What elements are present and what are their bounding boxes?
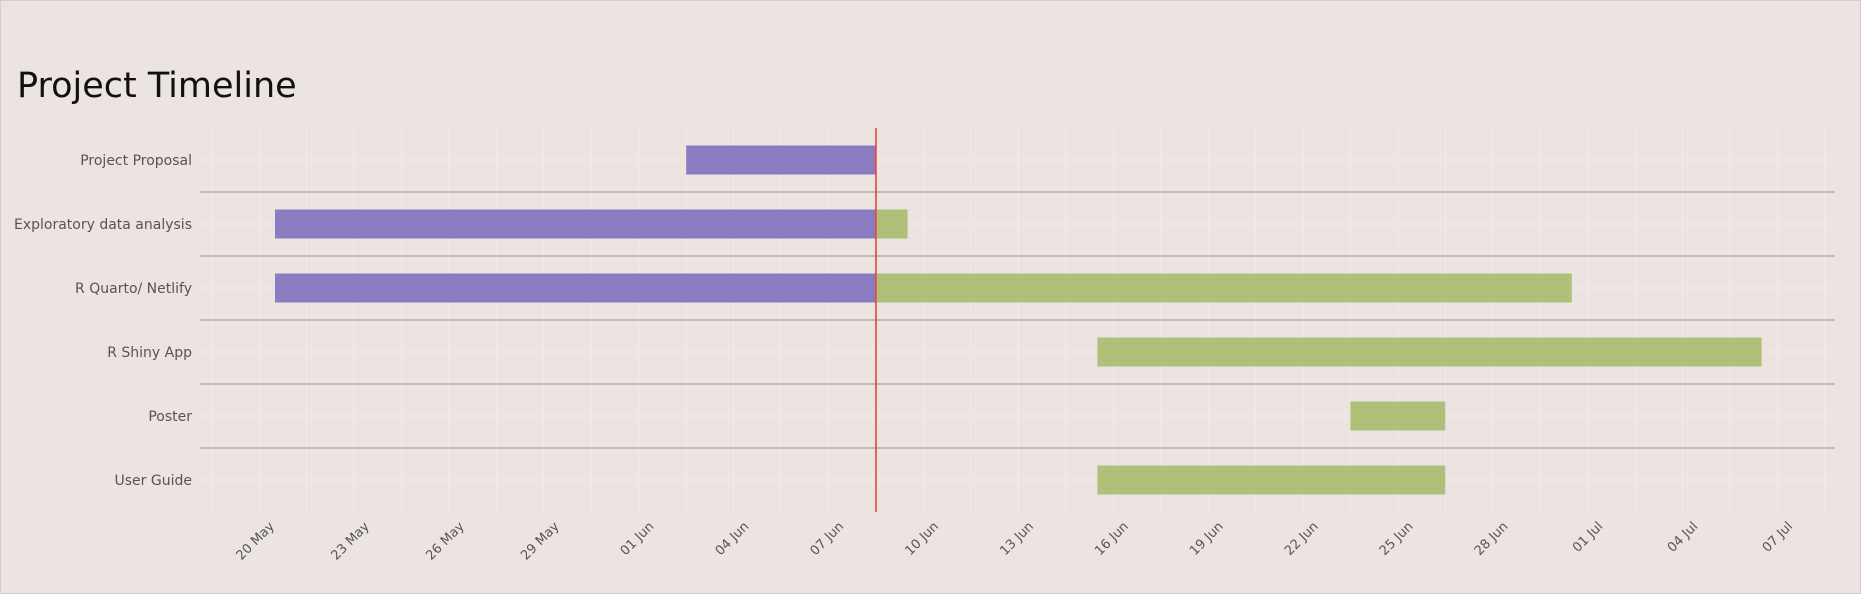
x-tick-label: 20 May — [234, 519, 278, 563]
row-separators — [200, 191, 1835, 449]
chart-title: Project Timeline — [17, 66, 297, 106]
x-tick-label: 29 May — [518, 519, 562, 563]
task-bars — [275, 145, 1762, 495]
task-bar-remaining — [1097, 337, 1762, 367]
task-label: Project Proposal — [80, 153, 192, 169]
task-bar-remaining — [875, 273, 1572, 303]
x-axis-ticks: 20 May 23 May 26 May 29 May 01 Jun 04 Jun 07 J… — [234, 519, 1796, 563]
x-tick-label: 19 Jun — [1187, 519, 1227, 559]
task-label: Poster — [148, 409, 192, 425]
task-label: R Quarto/ Netlify — [75, 281, 192, 297]
task-label: R Shiny App — [107, 345, 192, 361]
task-labels: Project Proposal Exploratory data analysi… — [14, 153, 192, 489]
task-label: Exploratory data analysis — [14, 217, 192, 233]
x-tick-label: 25 Jun — [1377, 519, 1417, 559]
x-tick-label: 13 Jun — [997, 519, 1037, 559]
x-tick-label: 23 May — [328, 519, 372, 563]
x-tick-label: 07 Jul — [1760, 519, 1796, 555]
x-tick-label: 28 Jun — [1472, 519, 1512, 559]
task-bar-remaining — [875, 209, 908, 239]
x-tick-label: 01 Jul — [1570, 519, 1606, 555]
x-tick-label: 04 Jun — [713, 519, 753, 559]
x-tick-label: 22 Jun — [1282, 519, 1322, 559]
x-tick-label: 26 May — [423, 519, 467, 563]
x-tick-label: 10 Jun — [902, 519, 942, 559]
x-tick-label: 07 Jun — [808, 519, 848, 559]
task-bar-completed — [275, 209, 876, 239]
x-tick-label: 01 Jun — [618, 519, 658, 559]
task-bar-remaining — [1350, 401, 1446, 431]
task-bar-completed — [686, 145, 876, 175]
task-bar-remaining — [1097, 465, 1446, 495]
task-label: User Guide — [115, 473, 192, 489]
task-bar-completed — [275, 273, 876, 303]
x-tick-label: 16 Jun — [1092, 519, 1132, 559]
x-tick-label: 04 Jul — [1665, 519, 1701, 555]
